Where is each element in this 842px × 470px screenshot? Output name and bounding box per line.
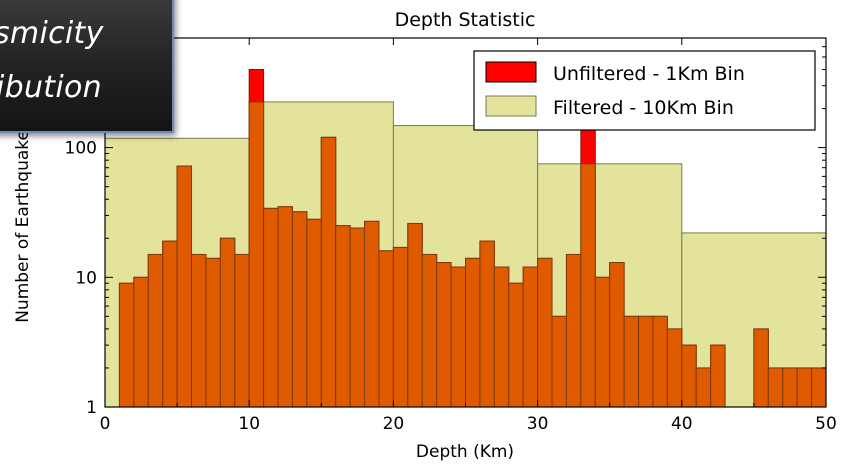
overlap-bar	[537, 257, 553, 408]
overlap-bar	[681, 344, 697, 408]
x-tick-label: 0	[100, 414, 111, 434]
overlap-bar	[551, 315, 567, 408]
y-axis-label: Number of Earthquakes	[13, 121, 33, 323]
x-tick-label: 40	[671, 414, 693, 434]
overlap-bar	[623, 315, 640, 408]
x-ticks-group: 0 10 20 30 40 50	[100, 38, 837, 434]
overlap-bar	[594, 276, 611, 408]
overlap-bar	[263, 207, 279, 408]
y-tick-label: 1	[86, 398, 97, 418]
overlap-bar	[234, 253, 250, 408]
overlap-bar	[205, 257, 221, 408]
overlap-bar	[508, 282, 524, 408]
legend-label-filtered: Filtered - 10Km Bin	[553, 97, 734, 119]
overlap-bar	[811, 367, 827, 408]
overlap-bar	[479, 240, 495, 408]
legend-swatch-filtered	[485, 95, 537, 117]
overlap-bar	[710, 344, 726, 408]
overlap-bar	[753, 328, 769, 408]
overlap-bar	[782, 367, 798, 408]
x-tick-label: 50	[815, 414, 837, 434]
y-tick-label: 10	[75, 268, 97, 288]
overlay-title-line-1: smicity	[0, 16, 104, 51]
overlap-bar	[133, 276, 149, 408]
overlap-bar	[364, 220, 380, 408]
overlap-bar	[652, 315, 668, 408]
overlap-bar	[392, 246, 409, 408]
overlap-bar	[565, 253, 582, 408]
overlap-bar	[436, 262, 452, 408]
x-tick-label: 10	[238, 414, 260, 434]
x-axis-label: Depth (Km)	[416, 442, 514, 462]
legend: Unfiltered - 1Km Bin Filtered - 10Km Bin	[473, 50, 816, 131]
overlap-bar	[580, 163, 596, 408]
overlap-bar	[277, 206, 293, 408]
overlap-bar	[306, 218, 322, 408]
overlap-bar	[176, 165, 193, 408]
overlap-bar	[349, 227, 366, 408]
overlap-bars-group	[118, 101, 827, 408]
overlap-bar	[147, 253, 164, 408]
overlap-bar	[320, 136, 337, 408]
overlap-bar	[291, 211, 308, 408]
overlap-bar	[695, 367, 712, 408]
overlap-bar	[767, 367, 784, 408]
overlap-bar	[248, 101, 265, 408]
overlap-bar	[638, 315, 654, 408]
overlap-bar	[335, 225, 351, 408]
x-tick-label: 20	[383, 414, 405, 434]
overlap-bar	[118, 282, 135, 408]
y-ticks-group: 1 10 100	[65, 37, 826, 418]
overlap-bar	[378, 250, 394, 408]
overlap-bar	[796, 367, 813, 408]
y-tick-label: 100	[65, 139, 97, 159]
overlap-bar	[421, 253, 438, 408]
overlap-bar	[666, 328, 683, 408]
overlap-bar	[465, 257, 481, 408]
overlay-title-line-2: ibution	[0, 70, 102, 105]
overlap-bar	[522, 266, 539, 408]
overlap-bar	[609, 262, 625, 408]
overlap-bar	[407, 222, 423, 408]
overlap-bar	[162, 240, 178, 408]
overlap-bar	[493, 266, 510, 408]
slide-title-overlay: smicity ibution	[0, 0, 174, 133]
overlap-bar	[219, 237, 236, 408]
legend-swatch-unfiltered	[485, 61, 537, 83]
overlap-bar	[450, 266, 466, 408]
chart-title: Depth Statistic	[395, 9, 536, 31]
overlap-bar	[191, 253, 207, 408]
x-tick-label: 30	[527, 414, 549, 434]
legend-label-unfiltered: Unfiltered - 1Km Bin	[553, 63, 745, 85]
